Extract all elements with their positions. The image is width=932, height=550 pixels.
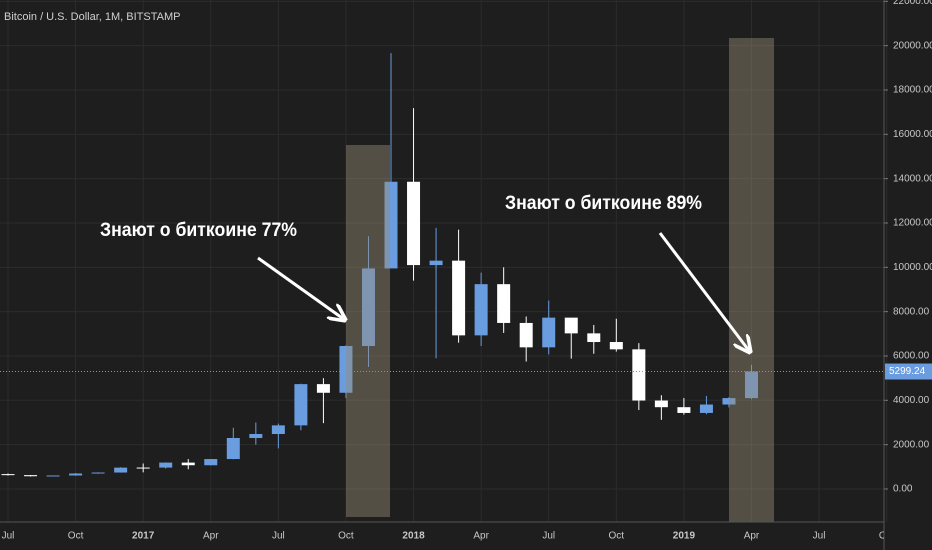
candle-body <box>699 404 713 413</box>
candle-body <box>136 467 150 469</box>
x-axis: Jul Oct 2017 Apr Jul Oct 2018 Apr Jul Oct 2019 Apr J… <box>2 531 895 542</box>
x-tick-label: Oct <box>68 531 84 542</box>
y-tick-label: 14000.00 <box>893 173 932 184</box>
candle-body <box>1 474 15 476</box>
candle-body <box>339 346 353 393</box>
candle-body <box>69 473 83 476</box>
candle-body <box>249 434 263 438</box>
x-tick-label: Jul <box>813 531 826 542</box>
candle-body <box>114 467 128 473</box>
candle-body <box>361 268 375 347</box>
candle-body <box>294 384 308 426</box>
y-tick-label: 12000.00 <box>893 218 932 229</box>
last-price-label: 5299.24 <box>889 366 926 377</box>
y-tick-label: 8000.00 <box>893 306 930 317</box>
y-axis: 0.00 2000.00 4000.00 6000.00 8000.00 10000.00… <box>884 0 932 495</box>
candle-body <box>587 333 601 343</box>
y-tick-label: 20000.00 <box>893 40 932 51</box>
y-tick-label: 18000.00 <box>893 85 932 96</box>
arrow <box>257 256 345 320</box>
x-tick-label: 2018 <box>402 531 425 542</box>
x-tick-label: Apr <box>473 531 489 542</box>
y-tick-label: 2000.00 <box>893 439 930 450</box>
candle-body <box>91 472 105 474</box>
candle-body <box>632 349 646 401</box>
x-tick-label: Jul <box>272 531 285 542</box>
candle-body <box>271 425 285 435</box>
candle-body <box>609 342 623 350</box>
candle-body <box>564 317 578 334</box>
chart-title: Bitcoin / U.S. Dollar, 1M, BITSTAMP <box>4 11 180 23</box>
highlight-zone <box>346 145 390 517</box>
y-tick-label: 22000.00 <box>893 0 932 7</box>
annotation: Знают о биткоине 89% <box>505 193 702 214</box>
x-tick-label: Oct <box>338 531 354 542</box>
candle-body <box>519 322 533 348</box>
candle-body <box>407 181 421 266</box>
candle-body <box>226 437 240 460</box>
x-tick-label: Apr <box>744 531 760 542</box>
candle-body <box>497 284 511 323</box>
candle-body <box>429 260 443 266</box>
x-tick-label: Oct <box>609 531 625 542</box>
candle-body <box>452 260 466 336</box>
candle-body <box>384 181 398 269</box>
candle-body <box>181 462 195 466</box>
x-tick-label: Jul <box>542 531 555 542</box>
candle-body <box>722 398 736 405</box>
x-tick-label: 2019 <box>673 531 696 542</box>
x-tick-label: 2017 <box>132 531 155 542</box>
candle-body <box>677 407 691 413</box>
y-tick-label: 6000.00 <box>893 351 930 362</box>
x-tick-label: Oct <box>879 531 895 542</box>
x-tick-label: Jul <box>2 531 15 542</box>
highlight-zone <box>729 38 774 522</box>
arrow <box>658 232 750 352</box>
y-tick-label: 4000.00 <box>893 395 930 406</box>
annotation: Знают о биткоине 77% <box>100 220 297 241</box>
candles <box>0 53 884 477</box>
candle-body <box>24 475 38 477</box>
candle-body <box>542 317 556 348</box>
candle-body <box>316 384 330 393</box>
candle-body <box>654 400 668 408</box>
y-tick-label: 16000.00 <box>893 129 932 140</box>
y-tick-label: 10000.00 <box>893 262 932 273</box>
candle-body <box>204 459 218 466</box>
grid <box>0 0 888 522</box>
y-tick-label: 0.00 <box>893 484 913 495</box>
last-price-box <box>885 363 932 380</box>
x-tick-label: Apr <box>203 531 219 542</box>
candle-body <box>744 371 758 399</box>
candle-body <box>474 284 488 336</box>
candle-body <box>159 462 173 468</box>
candle-body <box>46 475 60 477</box>
